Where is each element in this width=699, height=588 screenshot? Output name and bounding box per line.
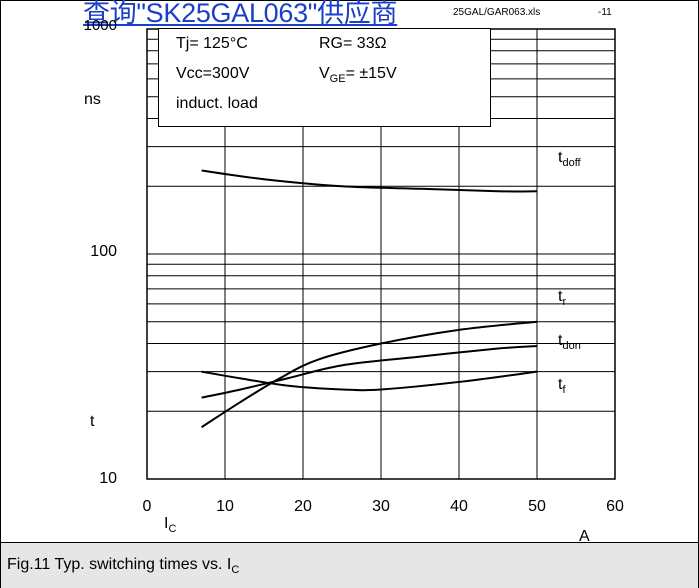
curve-label-tdon-main: t xyxy=(558,332,563,349)
condition-vge-sub: GE xyxy=(329,73,346,85)
x-tick-label-60: 60 xyxy=(606,498,624,515)
watermark-link[interactable]: 查询"SK25GAL063"供应商 xyxy=(83,0,398,28)
curve-label-tf: tf xyxy=(558,376,566,396)
x-axis-label: IC xyxy=(164,515,176,535)
curve-label-tf-sub: f xyxy=(562,384,566,396)
curve-label-tf-main: t xyxy=(558,376,563,393)
y-tick-label-10: 10 xyxy=(99,470,117,487)
curve-label-tdoff-sub: doff xyxy=(562,157,581,169)
condition-vge-suffix: = ±15V xyxy=(345,65,397,82)
y-axis-unit: ns xyxy=(84,91,101,108)
y-tick-label-1000: 1000 xyxy=(83,17,117,34)
curve-label-tdon-sub: don xyxy=(562,340,581,352)
file-reference: 25GAL/GAR063.xls xyxy=(453,7,541,18)
x-tick-label-0: 0 xyxy=(142,498,152,515)
y-tick-label-100: 100 xyxy=(90,243,117,260)
caption-sub: C xyxy=(231,564,240,576)
condition-vge: VGE= ±15V xyxy=(319,65,397,85)
curve-label-tr-sub: r xyxy=(562,296,567,308)
condition-load: induct. load xyxy=(176,95,258,112)
condition-tj: Tj= 125°C xyxy=(176,35,248,52)
series-line-tdon xyxy=(201,345,538,399)
x-tick-label-30: 30 xyxy=(372,498,390,515)
curve-label-tdoff: tdoff xyxy=(558,149,581,169)
x-tick-label-40: 40 xyxy=(450,498,468,515)
curve-label-tr: tr xyxy=(558,288,566,308)
condition-vge-prefix: V xyxy=(319,65,330,82)
caption-text: Fig.11 Typ. switching times vs. IC xyxy=(7,556,239,576)
x-tick-label-20: 20 xyxy=(294,498,312,515)
figure-caption: Fig.11 Typ. switching times vs. IC xyxy=(1,542,698,588)
y-axis-label: t xyxy=(90,413,95,430)
x-axis-label-sub: C xyxy=(168,523,177,535)
x-axis-label-main: I xyxy=(164,515,169,532)
series-line-tf xyxy=(201,370,538,392)
series-line-tdoff xyxy=(201,169,538,193)
curve-label-tr-main: t xyxy=(558,288,563,305)
series-line-tr xyxy=(201,320,538,428)
page-number: -11 xyxy=(598,7,612,18)
x-tick-label-50: 50 xyxy=(528,498,546,515)
curve-label-tdon: tdon xyxy=(558,332,581,352)
curve-label-tdoff-main: t xyxy=(558,149,563,166)
condition-vcc: Vcc=300V xyxy=(176,65,250,82)
x-tick-label-10: 10 xyxy=(216,498,234,515)
condition-rg: RG= 33Ω xyxy=(319,35,387,52)
conditions-box: Tj= 125°C RG= 33Ω Vcc=300V VGE= ±15V ind… xyxy=(158,28,491,127)
caption-main: Fig.11 Typ. switching times vs. I xyxy=(7,556,232,573)
x-axis-unit: A xyxy=(579,528,590,545)
